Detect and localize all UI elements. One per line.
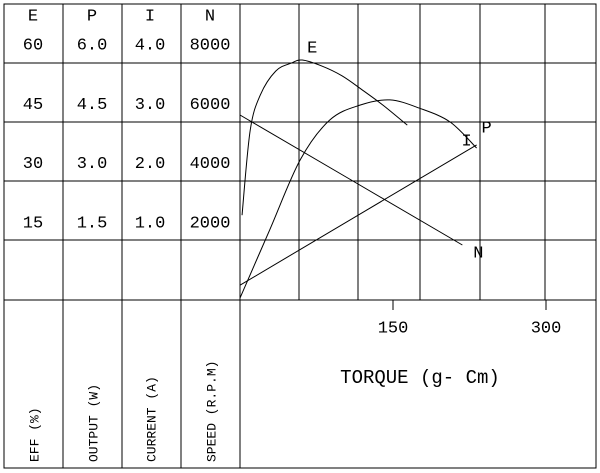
y-tick-label: 45	[23, 96, 43, 115]
axis-label: CURRENT (A)	[144, 376, 159, 462]
y-tick-label: 15	[23, 214, 43, 233]
y-tick-label: 1.0	[135, 214, 166, 233]
series-header: I	[145, 7, 155, 26]
x-tick-label: 300	[531, 319, 562, 338]
y-tick-label: 60	[23, 37, 43, 56]
y-tick-label: 4.0	[135, 37, 166, 56]
series-label: E	[307, 40, 317, 59]
y-tick-label: 30	[23, 155, 43, 174]
y-tick-label: 4.5	[77, 96, 108, 115]
y-tick-label: 8000	[190, 37, 231, 56]
y-tick-label: 6000	[190, 96, 231, 115]
series-label: I	[462, 132, 472, 151]
y-tick-label: 3.0	[135, 96, 166, 115]
y-tick-label: 4000	[190, 155, 231, 174]
frame	[3, 3, 597, 469]
y-tick-label: 3.0	[77, 155, 108, 174]
y-tick-label: 1.5	[77, 214, 108, 233]
axis-label: EFF (%)	[27, 407, 42, 462]
y-tick-label: 6.0	[77, 37, 108, 56]
series-label: N	[473, 244, 483, 263]
axis-label: SPEED (R.P.M)	[204, 361, 219, 462]
series-line	[239, 114, 463, 246]
series-line	[239, 144, 477, 286]
series-header: P	[87, 7, 97, 26]
y-tick-label: 2.0	[135, 155, 166, 174]
series-header: E	[28, 7, 38, 26]
series-label: P	[482, 120, 492, 139]
x-axis-title: TORQUE (g- Cm)	[340, 367, 500, 389]
axis-label: OUTPUT (W)	[86, 384, 101, 462]
y-tick-label: 2000	[190, 214, 231, 233]
x-tick-label: 150	[378, 319, 409, 338]
series-line	[241, 59, 408, 216]
series-header: N	[205, 7, 215, 26]
series-line	[239, 99, 477, 299]
